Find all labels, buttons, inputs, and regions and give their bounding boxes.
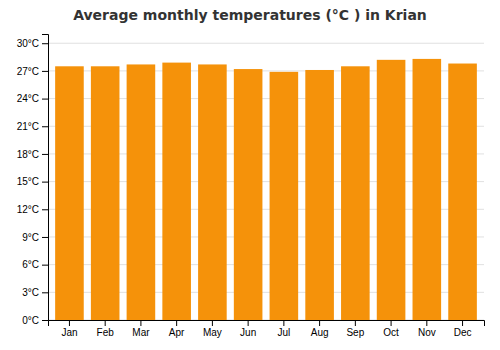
x-tick-label: Jul [277,327,290,338]
x-tick-mark [355,320,356,326]
y-tick-label: 30°C [17,38,39,49]
x-tick: Sep [346,320,364,338]
x-tick-label: Dec [454,327,472,338]
x-tick: Dec [454,320,472,338]
y-tick-mark [42,126,48,127]
grid [48,43,484,320]
x-tick: Feb [97,320,115,338]
y-tick: 6°C [22,259,48,270]
y-tick-mark [42,182,48,183]
x-tick-label: May [203,327,222,338]
x-tick-label: Oct [383,327,399,338]
y-tick-mark [42,43,48,44]
y-tick-label: 15°C [17,176,39,187]
chart: Average monthly temperatures (°C ) in Kr… [0,0,500,350]
bar [162,63,191,320]
y-tick-label: 24°C [17,93,39,104]
y-tick-mark [42,237,48,238]
x-tick: Aug [311,320,329,338]
y-tick-label: 21°C [17,121,39,132]
x-tick-mark [176,320,177,326]
y-tick-mark [42,265,48,266]
x-tick: Jun [240,320,256,338]
y-tick-mark [42,99,48,100]
y-tick: 3°C [22,287,48,298]
y-tick-label: 12°C [17,204,39,215]
x-tick-mark [140,320,141,326]
bar [55,66,84,320]
x-tick: Mar [132,320,150,338]
y-tick: 12°C [17,204,48,215]
x-tick-label: Apr [169,327,185,338]
x-tick-label: Jun [240,327,256,338]
bar [270,72,299,320]
y-axis-line [42,35,49,321]
title: Average monthly temperatures (°C ) in Kr… [73,7,427,23]
y-tick: 30°C [17,38,48,49]
bar [234,69,263,320]
y-tick-label: 6°C [22,259,39,270]
x-tick-mark [319,320,320,326]
x-tick-label: Sep [346,327,364,338]
x-tick: Apr [169,320,185,338]
bar [127,64,156,320]
x-axis-line [49,321,485,327]
x-tick-label: Aug [311,327,329,338]
x-tick-label: Nov [418,327,436,338]
x-axis: Jan Feb Mar Apr May Jun Jul Aug Sep Oct Nov Dec [49,320,485,338]
y-tick-mark [42,320,48,321]
x-tick: Jan [61,320,77,338]
bar [377,60,406,320]
y-axis: 0°C 3°C 6°C 9°C 12°C 15°C 18°C 21°C 24°C 27°C 30°C [17,35,49,326]
y-tick: 18°C [17,149,48,160]
x-tick-label: Mar [132,327,150,338]
y-tick-label: 18°C [17,149,39,160]
x-tick: Nov [418,320,436,338]
x-tick: Jul [277,320,290,338]
bar [413,59,442,320]
x-tick-label: Jan [61,327,77,338]
bar [198,64,227,320]
x-tick-mark [105,320,106,326]
bars [55,59,477,320]
grid-line [48,43,484,44]
bar [448,64,477,320]
y-tick-label: 3°C [22,287,39,298]
bar [305,70,334,320]
y-tick: 27°C [17,66,48,77]
y-tick-mark [42,154,48,155]
bar [341,66,370,320]
y-tick: 0°C [22,315,48,326]
y-tick: 15°C [17,176,48,187]
x-tick-mark [248,320,249,326]
bar [91,66,120,320]
x-tick-label: Feb [97,327,115,338]
x-tick: Oct [383,320,399,338]
y-tick: 21°C [17,121,48,132]
x-tick-mark [283,320,284,326]
plot: 0°C 3°C 6°C 9°C 12°C 15°C 18°C 21°C 24°C 27°C 30°C… [17,35,485,339]
y-tick-label: 27°C [17,66,39,77]
x-tick: May [203,320,222,338]
y-tick: 24°C [17,93,48,104]
x-tick-mark [462,320,463,326]
x-tick-mark [426,320,427,326]
y-tick-mark [42,71,48,72]
x-tick-mark [212,320,213,326]
y-tick-label: 0°C [22,315,39,326]
y-tick-label: 9°C [22,232,39,243]
y-tick-mark [42,292,48,293]
x-tick-mark [391,320,392,326]
y-tick-mark [42,209,48,210]
x-tick-mark [69,320,70,326]
y-tick: 9°C [22,232,48,243]
